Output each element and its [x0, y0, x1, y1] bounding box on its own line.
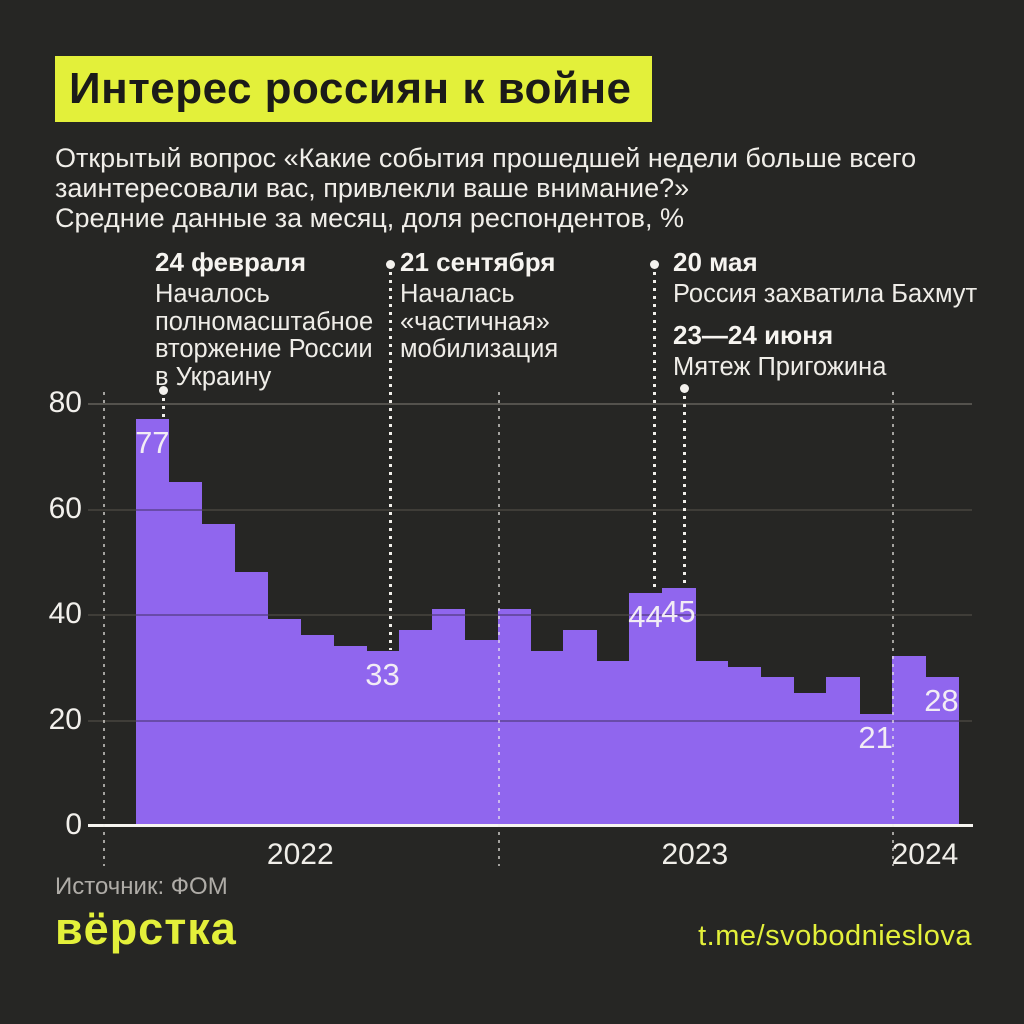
bar-month-14	[596, 661, 630, 825]
event-line-2022-02	[162, 398, 165, 418]
telegram-link[interactable]: t.me/svobodnieslova	[698, 920, 972, 952]
bar-month-0	[135, 418, 170, 825]
year-divider-2024	[892, 392, 895, 866]
x-label-2023: 2023	[661, 838, 729, 871]
value-label-2023-05: 44	[628, 598, 663, 634]
y-tick-40: 40	[48, 597, 82, 630]
x-label-2024: 2024	[891, 838, 959, 871]
annotation-feb24: 24 февраля Началось полномасштабное вторже…	[155, 248, 373, 391]
event-bullet-2023-05	[649, 260, 659, 269]
annotation-date: 21 сентября	[400, 247, 556, 277]
y-tick-0: 0	[65, 808, 82, 841]
bar-month-4	[267, 619, 301, 825]
annotation-date: 24 февраля	[155, 247, 307, 277]
value-label-2023-12: 21	[858, 720, 893, 756]
gridline-60	[88, 508, 972, 511]
annotation-text: Мятеж Пригожина	[673, 352, 887, 381]
annotation-text: Россия захватила Бахмут	[673, 280, 978, 308]
year-divider-2023	[497, 392, 500, 866]
page-title-text: Интерес россиян к войне	[69, 64, 632, 113]
value-label-2023-06: 45	[661, 593, 696, 629]
bar-month-16	[661, 587, 696, 825]
gridline-overlay-60	[88, 508, 972, 511]
bar-month-3	[234, 571, 269, 825]
bar-month-11	[497, 608, 532, 825]
event-line-2022-09	[389, 272, 392, 650]
bar-month-18	[727, 666, 762, 825]
event-bullet-2022-09	[385, 260, 395, 269]
event-line-2023-05	[653, 272, 656, 590]
verstka-logo: вёрстка	[55, 903, 237, 954]
bar-month-2	[201, 524, 236, 825]
event-bullet-2023-06	[679, 384, 689, 393]
annotation-date: 23—24 июня	[673, 319, 834, 350]
bar-month-20	[793, 693, 828, 825]
gridline-80	[88, 403, 972, 405]
year-divider-2022	[103, 392, 105, 866]
annotation-may20-jun23: 20 мая Россия захватила Бахмут 23—24 июн…	[673, 248, 977, 381]
x-axis-line	[88, 824, 973, 827]
bar-month-15	[629, 592, 663, 825]
bar-month-9	[431, 608, 466, 825]
bar-month-23	[892, 656, 926, 825]
event-line-2023-06	[683, 396, 686, 588]
y-tick-80: 80	[48, 386, 82, 419]
chart-subtitle: Открытый вопрос «Какие события прошедшей…	[55, 143, 917, 233]
page-title: Интерес россиян к войне	[55, 56, 652, 122]
bar-month-22	[859, 714, 893, 825]
bar-month-8	[398, 629, 433, 825]
value-label-2022-02: 77	[135, 424, 170, 460]
bar-month-13	[563, 629, 597, 825]
annotation-date: 20 мая	[673, 247, 758, 277]
annotation-text: Началось полномасштабное вторжение России в…	[155, 280, 374, 391]
bar-month-10	[464, 640, 499, 825]
annotation-sep21: 21 сентября Началась «частичная» мобилизац…	[400, 248, 558, 364]
bar-month-7	[366, 650, 400, 825]
bar-month-5	[300, 635, 334, 825]
gridline-overlay-20	[88, 719, 972, 722]
gridline-20	[88, 719, 972, 722]
gridline-40	[88, 614, 972, 616]
bar-month-6	[333, 645, 367, 825]
y-tick-60: 60	[48, 491, 82, 525]
x-label-2022: 2022	[266, 838, 334, 871]
y-tick-20: 20	[48, 702, 82, 736]
bar-month-17	[694, 661, 729, 825]
source-note: Источник: ФОМ	[55, 873, 228, 900]
bar-month-19	[760, 677, 795, 825]
bar-month-21	[826, 677, 860, 825]
value-label-2024-02: 28	[924, 683, 959, 719]
bar-month-12	[530, 650, 565, 825]
gridline-overlay-40	[88, 614, 972, 616]
annotation-text: Началась «частичная» мобилизация	[400, 280, 559, 363]
bar-month-24	[925, 677, 959, 825]
value-label-2022-09: 33	[365, 656, 400, 692]
bar-month-1	[168, 482, 203, 825]
